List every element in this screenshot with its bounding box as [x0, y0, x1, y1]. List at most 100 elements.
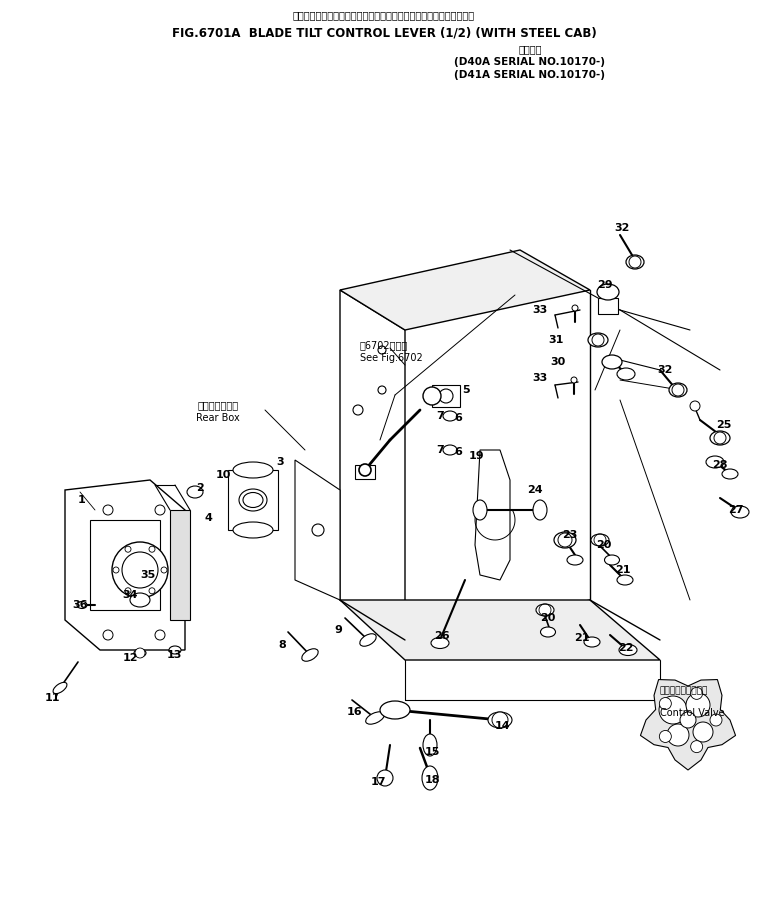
Circle shape	[667, 724, 689, 746]
Circle shape	[149, 588, 155, 594]
Circle shape	[377, 770, 393, 786]
Circle shape	[135, 648, 145, 658]
Text: 32: 32	[614, 223, 630, 233]
Text: 18: 18	[424, 775, 440, 785]
Circle shape	[571, 377, 577, 383]
Ellipse shape	[422, 766, 438, 790]
Ellipse shape	[233, 522, 273, 538]
Ellipse shape	[431, 638, 449, 649]
Circle shape	[103, 630, 113, 640]
Ellipse shape	[134, 649, 146, 657]
Text: 30: 30	[551, 357, 565, 367]
Ellipse shape	[473, 500, 487, 520]
Text: コントロールバルブ: コントロールバルブ	[660, 686, 708, 695]
Text: 12: 12	[122, 653, 137, 663]
Ellipse shape	[731, 506, 749, 518]
Ellipse shape	[669, 383, 687, 397]
Circle shape	[378, 386, 386, 394]
Text: 24: 24	[527, 485, 543, 495]
Circle shape	[660, 730, 671, 743]
Circle shape	[155, 630, 165, 640]
Text: リヤーボックス: リヤーボックス	[197, 400, 239, 410]
Circle shape	[312, 524, 324, 536]
Ellipse shape	[597, 284, 619, 300]
Text: See Fig.6702: See Fig.6702	[360, 353, 422, 363]
Polygon shape	[340, 290, 405, 640]
Ellipse shape	[706, 456, 724, 468]
Circle shape	[359, 464, 371, 476]
Polygon shape	[340, 250, 590, 330]
Ellipse shape	[443, 445, 457, 455]
Text: 9: 9	[334, 625, 342, 635]
Bar	[90, 520, 160, 610]
Circle shape	[112, 542, 168, 598]
Text: 23: 23	[562, 530, 578, 540]
Ellipse shape	[488, 712, 512, 728]
Circle shape	[378, 346, 386, 354]
Ellipse shape	[626, 255, 644, 269]
Ellipse shape	[187, 486, 203, 498]
Ellipse shape	[541, 627, 555, 637]
Text: 26: 26	[434, 631, 450, 641]
Text: ブレード　チルト　コントロール　レバー　　　　スチールキャブ付: ブレード チルト コントロール レバー スチールキャブ付	[293, 10, 475, 20]
Ellipse shape	[567, 555, 583, 565]
Circle shape	[572, 305, 578, 311]
Ellipse shape	[722, 469, 738, 479]
Text: 13: 13	[167, 650, 182, 660]
Circle shape	[423, 387, 441, 405]
Ellipse shape	[130, 593, 150, 607]
Text: 5: 5	[462, 385, 470, 395]
Text: 16: 16	[346, 707, 362, 717]
Circle shape	[672, 384, 684, 396]
Text: Control Valve: Control Valve	[660, 708, 725, 718]
Bar	[598, 298, 618, 314]
Ellipse shape	[233, 462, 273, 478]
Circle shape	[710, 714, 722, 726]
Text: 適用号機: 適用号機	[518, 44, 541, 54]
Circle shape	[714, 432, 726, 444]
Text: 33: 33	[532, 305, 548, 315]
Bar	[170, 510, 190, 620]
Circle shape	[690, 687, 703, 700]
Circle shape	[149, 546, 155, 553]
Text: 8: 8	[278, 640, 286, 650]
Circle shape	[353, 405, 363, 415]
Bar	[432, 385, 460, 407]
Circle shape	[492, 712, 508, 728]
Circle shape	[686, 693, 710, 717]
Polygon shape	[475, 450, 510, 580]
Text: 33: 33	[532, 373, 548, 383]
Ellipse shape	[588, 333, 608, 347]
Text: 31: 31	[548, 335, 564, 345]
Text: 2: 2	[196, 483, 204, 493]
Circle shape	[659, 696, 687, 724]
Text: 25: 25	[717, 420, 732, 430]
Ellipse shape	[619, 645, 637, 656]
Ellipse shape	[710, 431, 730, 445]
Ellipse shape	[239, 489, 267, 511]
Text: 32: 32	[657, 365, 673, 375]
Polygon shape	[295, 460, 340, 600]
Circle shape	[103, 505, 113, 515]
Ellipse shape	[53, 683, 67, 693]
Text: 14: 14	[494, 721, 510, 731]
Text: Rear Box: Rear Box	[196, 413, 240, 423]
Text: 第6702図参照: 第6702図参照	[360, 340, 409, 350]
Circle shape	[690, 741, 703, 753]
Text: 29: 29	[598, 280, 613, 290]
Text: (D40A SERIAL NO.10170-): (D40A SERIAL NO.10170-)	[455, 57, 605, 67]
Text: 20: 20	[541, 613, 556, 623]
Ellipse shape	[533, 500, 547, 520]
Ellipse shape	[169, 646, 181, 654]
Text: 19: 19	[468, 451, 484, 461]
Circle shape	[629, 256, 641, 268]
Text: 21: 21	[615, 565, 631, 575]
Text: 22: 22	[618, 643, 634, 653]
Text: (D41A SERIAL NO.10170-): (D41A SERIAL NO.10170-)	[455, 70, 605, 80]
Text: 34: 34	[122, 590, 137, 600]
Circle shape	[122, 552, 158, 588]
Ellipse shape	[604, 555, 620, 565]
Ellipse shape	[617, 368, 635, 380]
Ellipse shape	[584, 637, 600, 647]
Ellipse shape	[243, 492, 263, 508]
